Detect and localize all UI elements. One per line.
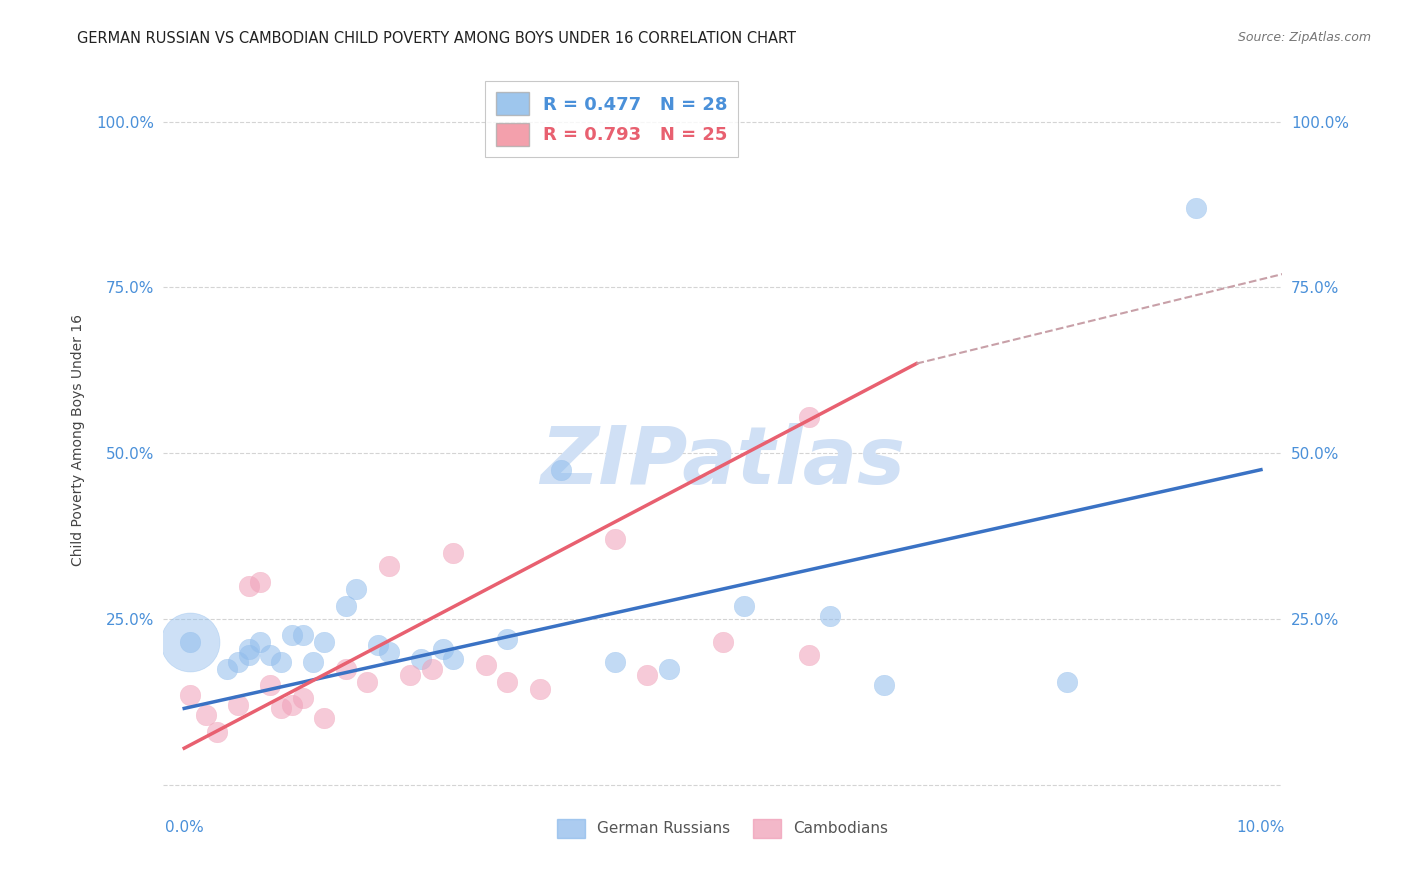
Point xyxy=(797,409,820,424)
Point xyxy=(367,639,389,653)
Point xyxy=(335,599,357,613)
Legend: German Russians, Cambodians: German Russians, Cambodians xyxy=(551,813,894,845)
Point xyxy=(179,635,201,649)
Point xyxy=(636,668,658,682)
Point xyxy=(441,651,464,665)
Point xyxy=(270,701,292,715)
Y-axis label: Child Poverty Among Boys Under 16: Child Poverty Among Boys Under 16 xyxy=(72,314,86,566)
Point xyxy=(249,635,271,649)
Point xyxy=(603,533,626,547)
Point xyxy=(474,658,496,673)
Point xyxy=(441,545,464,559)
Point xyxy=(335,662,357,676)
Point xyxy=(270,655,292,669)
Point xyxy=(603,655,626,669)
Point xyxy=(314,635,336,649)
Point xyxy=(378,558,401,573)
Point xyxy=(226,655,249,669)
Point xyxy=(411,651,433,665)
Point xyxy=(226,698,249,712)
Point xyxy=(259,648,281,663)
Point xyxy=(281,698,304,712)
Point xyxy=(420,662,443,676)
Point xyxy=(291,628,314,642)
Point xyxy=(217,662,239,676)
Point xyxy=(432,641,454,656)
Point xyxy=(711,635,734,649)
Point xyxy=(733,599,755,613)
Point xyxy=(1056,674,1078,689)
Point xyxy=(820,608,842,623)
Point xyxy=(1185,201,1208,215)
Point xyxy=(238,641,260,656)
Point xyxy=(356,674,378,689)
Point xyxy=(179,688,201,702)
Point xyxy=(238,579,260,593)
Point xyxy=(249,575,271,590)
Text: Source: ZipAtlas.com: Source: ZipAtlas.com xyxy=(1237,31,1371,45)
Point xyxy=(205,724,228,739)
Point xyxy=(238,648,260,663)
Point xyxy=(194,708,217,723)
Point xyxy=(302,655,325,669)
Point xyxy=(658,662,681,676)
Point xyxy=(314,711,336,725)
Text: GERMAN RUSSIAN VS CAMBODIAN CHILD POVERTY AMONG BOYS UNDER 16 CORRELATION CHART: GERMAN RUSSIAN VS CAMBODIAN CHILD POVERT… xyxy=(77,31,796,46)
Point xyxy=(496,674,519,689)
Point xyxy=(378,645,401,659)
Point xyxy=(281,628,304,642)
Point xyxy=(496,632,519,646)
Point xyxy=(797,648,820,663)
Point xyxy=(291,691,314,706)
Point xyxy=(873,678,896,692)
Text: ZIPatlas: ZIPatlas xyxy=(540,423,905,501)
Point xyxy=(179,635,201,649)
Point xyxy=(550,463,572,477)
Point xyxy=(346,582,368,596)
Point xyxy=(259,678,281,692)
Point xyxy=(399,668,422,682)
Point xyxy=(529,681,551,696)
